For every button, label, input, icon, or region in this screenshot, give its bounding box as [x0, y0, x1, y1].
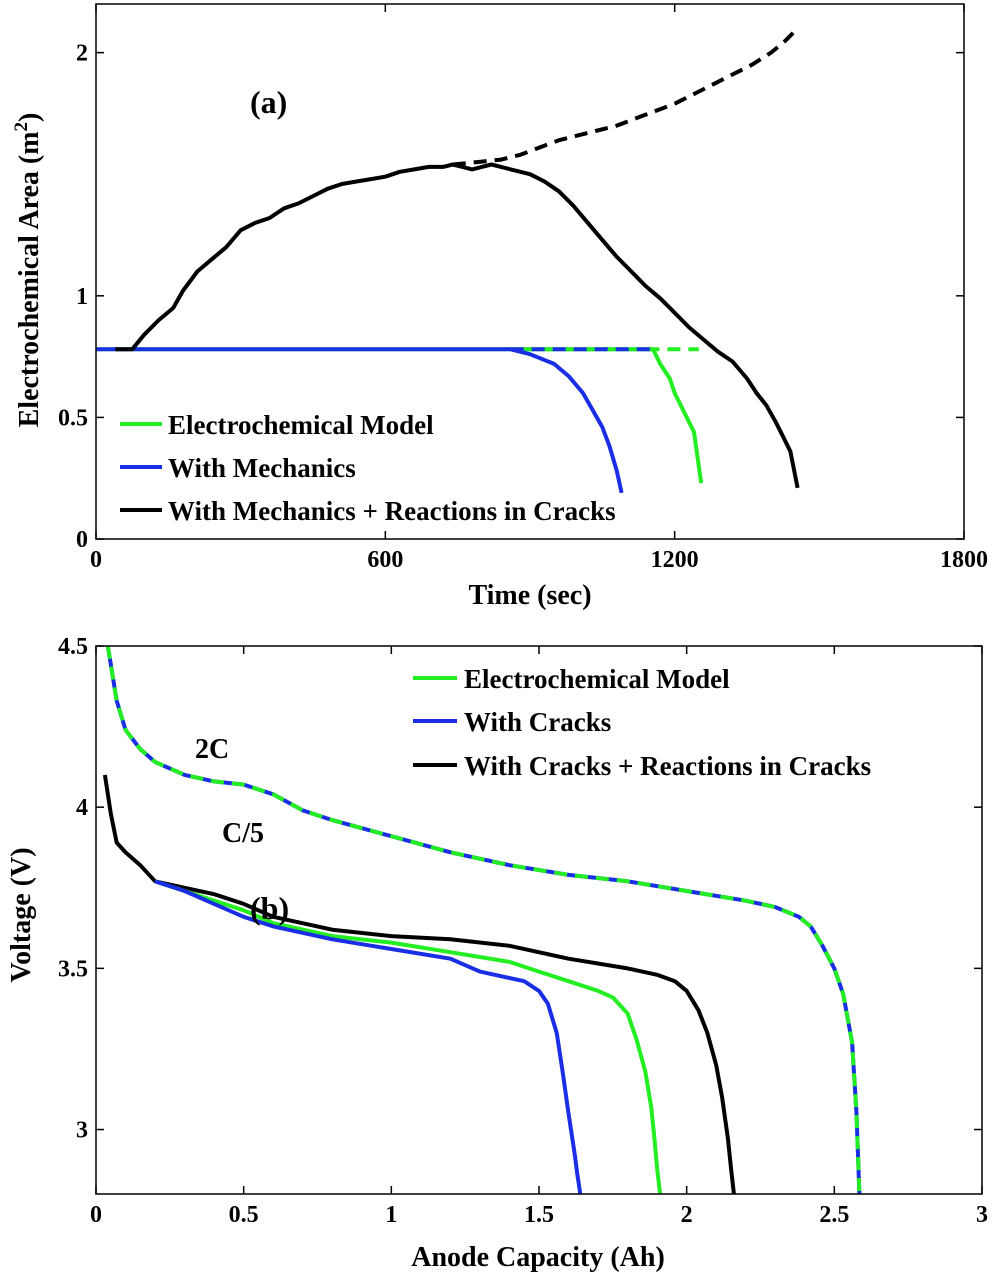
- panel-b-label: (b): [250, 890, 289, 926]
- panel-a-ylabel-main: Electrochemical Area (m: [14, 131, 45, 427]
- ytick-label-a-2: 1: [76, 284, 88, 310]
- annotation-2c: 2C: [195, 734, 229, 765]
- xtick-label-b-3: 1.5: [524, 1202, 554, 1228]
- panel-b-series-group: [102, 645, 862, 1195]
- xtick-label-b-6: 3: [976, 1202, 988, 1228]
- xtick-label-a-1: 600: [367, 547, 403, 573]
- xtick-label-b-5: 2.5: [819, 1202, 849, 1228]
- series-a-with-mechanics-reactions-in-cracks-dashed: [452, 29, 797, 167]
- ytick-label-b-3: 4.5: [58, 634, 88, 660]
- legend-a-label-mechanics: With Mechanics: [168, 453, 356, 483]
- panel-a-series-group: [96, 29, 800, 494]
- panel-b: 0 0.5 1 1.5 2 2.5 3 3 3.5 4 4.5 (b) C/5 2C Anode C…: [6, 634, 988, 1273]
- panel-a-ticks: 0 600 1200 1800 0 0.5 1 2: [58, 4, 988, 573]
- panel-b-ticks: 0 0.5 1 1.5 2 2.5 3 3 3.5 4 4.5: [58, 634, 988, 1228]
- xtick-label-b-0: 0: [90, 1202, 102, 1228]
- panel-b-ylabel: Voltage (V): [6, 847, 37, 982]
- xtick-label-a-0: 0: [90, 547, 102, 573]
- xtick-label-a-2: 1200: [651, 547, 699, 573]
- xtick-label-b-2: 1: [385, 1202, 397, 1228]
- ytick-label-b-0: 3: [76, 1118, 88, 1144]
- ytick-label-a-0: 0: [76, 527, 88, 553]
- panel-b-legend: Electrochemical Model With Cracks With C…: [413, 664, 871, 781]
- series-b-2c-with-cracks-reactions-in-cracks: [102, 774, 736, 1195]
- legend-b-label-reactions: With Cracks + Reactions in Cracks: [464, 751, 871, 781]
- panel-a-legend: Electrochemical Model With Mechanics Wit…: [120, 410, 616, 526]
- panel-a-plot-frame: [95, 3, 965, 540]
- series-a-electrochemical-model: [96, 347, 704, 484]
- xtick-label-a-3: 1800: [940, 547, 988, 573]
- series-a-with-mechanics-reactions-in-cracks: [115, 162, 800, 489]
- xtick-label-b-1: 0.5: [229, 1202, 259, 1228]
- ytick-label-a-1: 0.5: [58, 405, 88, 431]
- ytick-label-b-1: 3.5: [58, 956, 88, 982]
- series-b-c-5-electrochemical-model-dashed: [105, 645, 862, 1195]
- panel-a: 0 600 1200 1800 0 0.5 1 2 (a) Time (sec) Electr…: [11, 3, 988, 611]
- legend-a-label-electrochemical: Electrochemical Model: [168, 410, 434, 440]
- ytick-label-a-3: 2: [76, 41, 88, 67]
- series-b-2c-electrochemical-model: [154, 879, 663, 1195]
- panel-b-xlabel: Anode Capacity (Ah): [411, 1242, 665, 1273]
- xtick-label-b-4: 2: [681, 1202, 693, 1228]
- panel-a-ylabel-sup: 2: [11, 122, 32, 132]
- legend-b-label-electrochemical: Electrochemical Model: [464, 664, 730, 694]
- panel-a-label: (a): [250, 84, 287, 120]
- series-a-with-mechanics: [96, 347, 624, 494]
- panel-a-ylabel: Electrochemical Area (m2): [11, 113, 45, 428]
- series-b-2c-with-cracks: [154, 879, 583, 1195]
- ytick-label-b-2: 4: [76, 795, 88, 821]
- panel-a-ylabel-end: ): [14, 113, 45, 122]
- panel-a-xlabel: Time (sec): [468, 580, 591, 611]
- legend-b-label-cracks: With Cracks: [464, 707, 611, 737]
- legend-a-label-reactions: With Mechanics + Reactions in Cracks: [168, 496, 616, 526]
- annotation-c5: C/5: [222, 818, 264, 849]
